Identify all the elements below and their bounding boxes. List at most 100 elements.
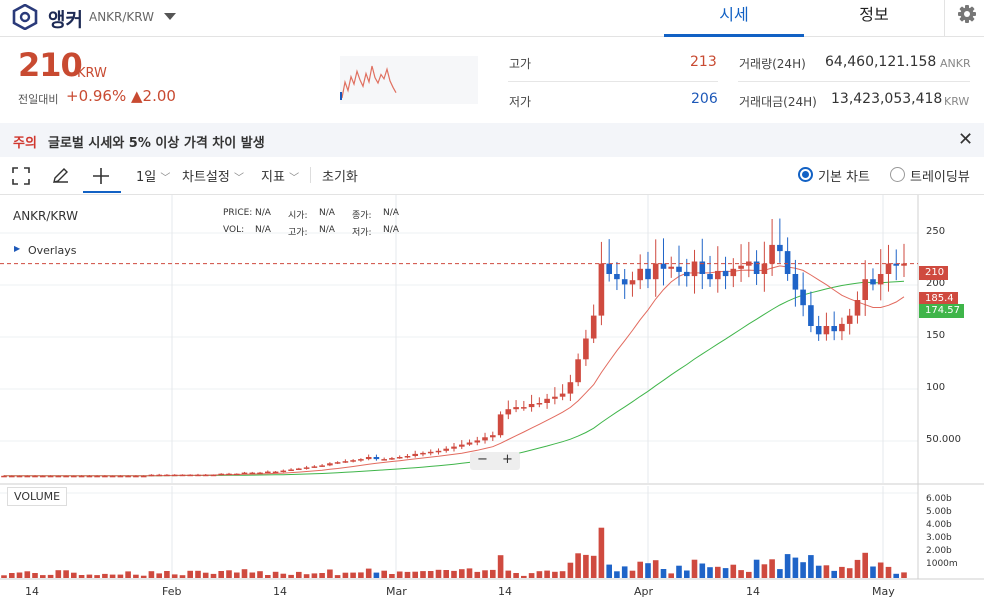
trading-view-label[interactable]: 트레이딩뷰 — [910, 170, 970, 185]
candle — [513, 407, 519, 410]
candle — [645, 268, 651, 280]
volume-bar — [296, 571, 302, 578]
candle — [691, 261, 698, 277]
candle — [559, 393, 566, 397]
candle — [676, 266, 682, 272]
candle — [226, 473, 232, 476]
pencil-icon[interactable] — [51, 166, 70, 185]
candle — [800, 289, 806, 306]
overlays-toggle[interactable]: Overlays — [28, 244, 77, 257]
candle — [358, 459, 364, 461]
volume-bar — [901, 572, 907, 578]
volume-bar — [373, 572, 380, 578]
volume-bar — [474, 571, 481, 578]
reset-button[interactable]: 초기화 — [322, 170, 358, 185]
candle — [621, 279, 628, 285]
notice-text: 글로벌 시세와 5% 이상 가격 차이 발생 — [48, 136, 265, 151]
candle — [901, 263, 907, 266]
trading-view-radio[interactable] — [890, 167, 905, 182]
interval-label: 1일 — [136, 170, 157, 185]
candle — [9, 475, 15, 478]
current-price: 210 — [18, 46, 83, 84]
volume-bar — [505, 570, 512, 578]
chart-settings-label: 차트설정 — [182, 170, 230, 185]
volume-bar — [133, 574, 139, 578]
ankr-logo-icon — [12, 4, 38, 30]
volume-bar — [746, 571, 752, 578]
basic-chart-label[interactable]: 기본 차트 — [818, 170, 870, 185]
candle — [148, 474, 155, 477]
basic-chart-radio[interactable] — [798, 167, 813, 182]
price-chart[interactable] — [0, 195, 984, 607]
candle — [567, 382, 574, 394]
volume-bar — [707, 567, 713, 578]
price-tick-50: 50.000 — [926, 434, 961, 445]
interval-select[interactable]: 1일 ﹀ — [136, 166, 170, 185]
chart-settings-menu[interactable]: 차트설정 ﹀ — [182, 166, 244, 185]
volume-bar — [497, 555, 504, 578]
candle — [699, 261, 706, 274]
candle — [16, 475, 23, 478]
tab-info[interactable]: 정보 — [859, 5, 889, 24]
volume-bar — [846, 568, 853, 578]
volume-bar — [78, 575, 85, 578]
ma-long-tag: 174.57 — [919, 304, 964, 318]
ohlc-price-value: N/A — [255, 208, 271, 218]
volume-bar — [125, 571, 131, 578]
zoom-out-button[interactable]: − — [477, 452, 488, 467]
volume-bar — [808, 555, 814, 578]
candle — [133, 475, 139, 478]
ohlc-low-label: 저가: — [352, 228, 372, 238]
ohlc-open-label: 시가: — [288, 211, 308, 221]
low-label: 저가 — [509, 95, 532, 109]
coin-select-caret-icon[interactable] — [164, 13, 176, 20]
candle — [839, 323, 845, 332]
volume-bar — [412, 571, 418, 578]
candle — [32, 475, 38, 478]
candle — [575, 359, 581, 383]
volume-bar — [885, 566, 892, 578]
indicators-menu[interactable]: 지표 ﹀ — [261, 166, 299, 185]
crosshair-icon[interactable] — [91, 166, 111, 186]
chevron-down-icon: ﹀ — [289, 173, 300, 184]
coin-pair: ANKR/KRW — [89, 10, 155, 24]
tab-price[interactable]: 시세 — [664, 0, 804, 37]
close-icon[interactable]: ✕ — [958, 129, 974, 150]
candle — [777, 244, 783, 252]
active-tool-indicator — [83, 191, 121, 193]
volume-bar — [55, 570, 62, 578]
volume-bar — [32, 573, 38, 578]
volume-bar — [823, 565, 830, 578]
ohlc-price-label: PRICE: — [223, 208, 253, 218]
volume-bar — [257, 571, 263, 578]
candle — [637, 268, 643, 281]
candle — [652, 263, 659, 280]
volume-bar — [831, 570, 837, 578]
indicators-label: 지표 — [261, 170, 285, 185]
candle — [761, 263, 768, 274]
settings-button[interactable] — [944, 0, 984, 36]
volume-bar — [427, 571, 434, 578]
volume-bar — [234, 572, 240, 578]
volume-bar — [389, 574, 395, 578]
candle — [668, 266, 674, 269]
volume-bar — [862, 552, 868, 578]
volume-bar — [645, 563, 651, 578]
candle — [342, 461, 349, 463]
volume-label: VOLUME — [7, 487, 68, 506]
candle — [846, 315, 853, 324]
overlays-expand-icon[interactable]: ▶ — [14, 244, 21, 253]
zoom-in-button[interactable]: + — [502, 452, 513, 467]
change-percent: +0.96% — [66, 87, 127, 105]
fullscreen-icon[interactable] — [12, 167, 30, 185]
candle — [164, 474, 170, 477]
volume-bar — [490, 569, 496, 578]
candle — [823, 326, 830, 335]
volume-bar — [660, 569, 667, 578]
candle — [195, 474, 201, 477]
volume-bar — [699, 563, 706, 578]
volume-bar — [16, 572, 23, 578]
candle — [125, 475, 131, 478]
volume-bar — [265, 575, 271, 578]
candle — [303, 467, 310, 469]
